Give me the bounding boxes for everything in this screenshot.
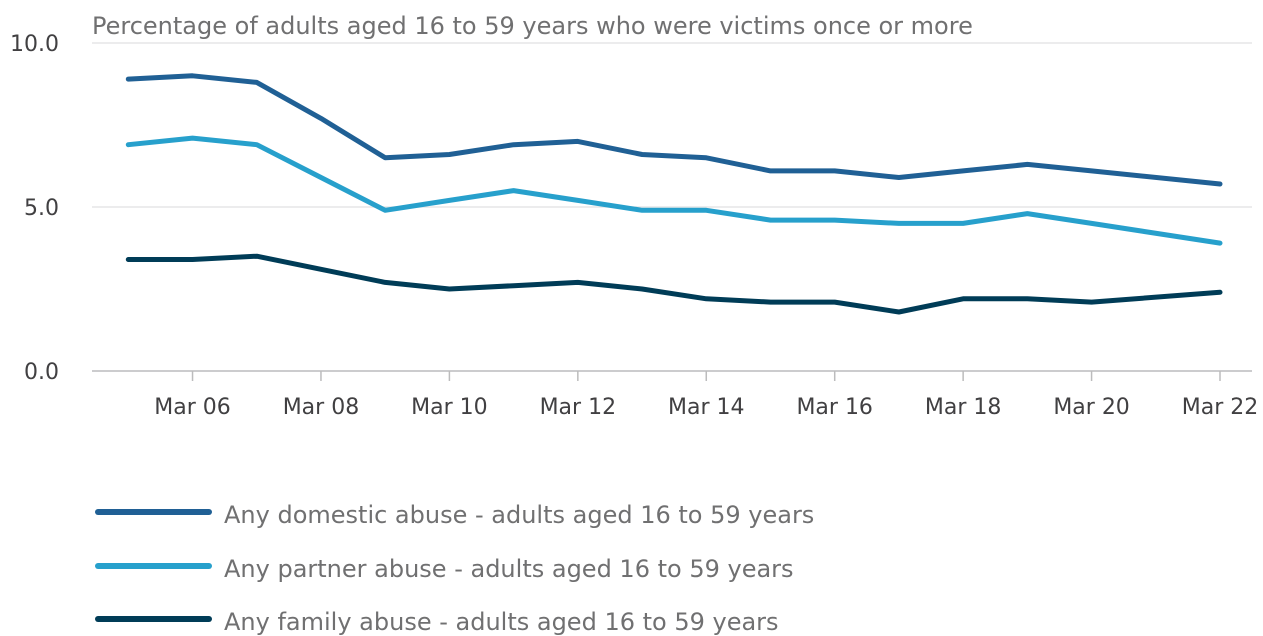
- legend-label: Any partner abuse - adults aged 16 to 59…: [224, 555, 794, 583]
- x-tick-label: Mar 14: [668, 395, 745, 420]
- x-tick-label: Mar 20: [1053, 395, 1130, 420]
- x-tick-label: Mar 12: [540, 395, 617, 420]
- legend-label: Any domestic abuse - adults aged 16 to 5…: [224, 501, 814, 529]
- series-lines: [125, 73, 1223, 315]
- x-tick-label: Mar 08: [283, 395, 360, 420]
- legend-label: Any family abuse - adults aged 16 to 59 …: [224, 608, 779, 636]
- series-line-2: [125, 135, 1223, 246]
- x-tick-label: Mar 16: [796, 395, 873, 420]
- x-axis-ticks: Mar 06 Mar 08 Mar 10 Mar 12 Mar 14 Mar 16 Mar …: [154, 371, 1258, 420]
- y-tick-label: 10.0: [10, 32, 59, 57]
- legend: Any domestic abuse - adults aged 16 to 5…: [95, 501, 814, 636]
- x-tick-label: Mar 06: [154, 395, 231, 420]
- x-tick-label: Mar 18: [925, 395, 1002, 420]
- y-axis-ticks: 0.0 5.0 10.0: [10, 32, 59, 385]
- y-tick-label: 5.0: [24, 196, 59, 221]
- gridlines: [92, 42, 1252, 372]
- x-tick-label: Mar 10: [411, 395, 488, 420]
- series-line-1: [125, 73, 1223, 187]
- x-tick-label: Mar 22: [1182, 395, 1259, 420]
- series-line-3: [125, 253, 1223, 315]
- y-axis-title: Percentage of adults aged 16 to 59 years…: [92, 12, 973, 40]
- y-tick-label: 0.0: [24, 360, 59, 385]
